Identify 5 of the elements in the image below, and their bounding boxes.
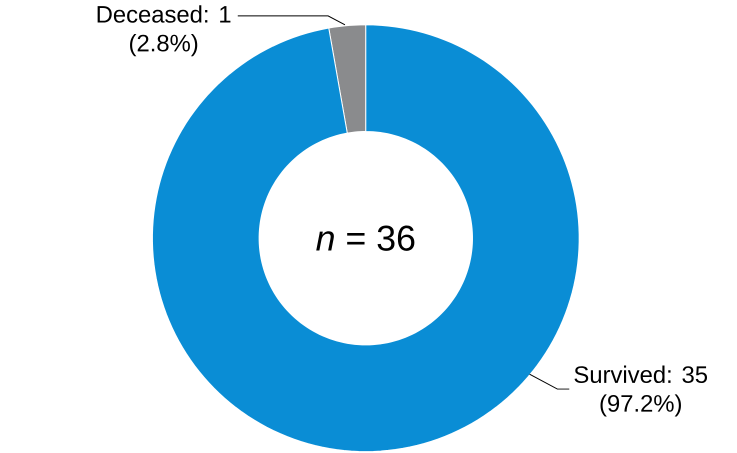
text: (97.2%) xyxy=(600,394,681,417)
text: n = 36 xyxy=(316,226,414,252)
slice-label: Survived: 35 xyxy=(574,366,708,384)
text: (2.8%) xyxy=(130,34,198,56)
slice-label: Deceased: 1 xyxy=(98,5,230,23)
